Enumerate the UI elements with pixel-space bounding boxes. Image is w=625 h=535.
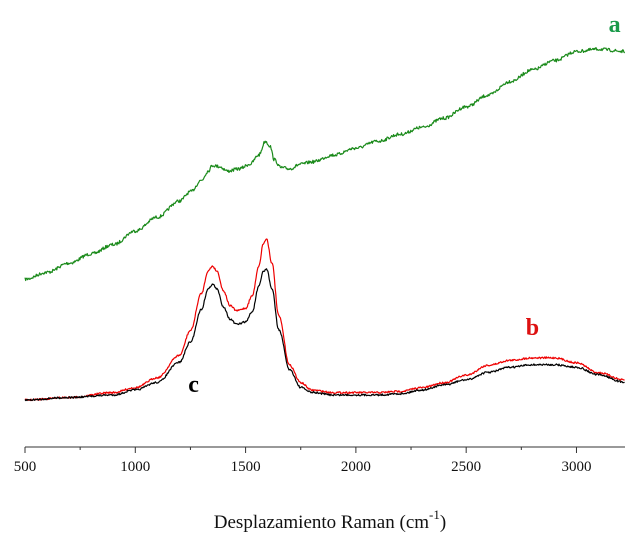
series-labels: a b c [188, 12, 620, 398]
x-axis-ticks: 500 1000 1500 2000 2500 3000 [14, 447, 591, 475]
x-tick-label: 3000 [561, 459, 591, 475]
x-axis-title: Desplazamiento Raman (cm-1) [214, 507, 446, 533]
x-tick-label: 500 [14, 459, 37, 475]
series-label-a: a [609, 12, 621, 38]
series-layer [24, 47, 625, 402]
x-tick-label: 1500 [231, 459, 261, 475]
series-label-b: b [526, 315, 539, 341]
series-line-b [24, 238, 625, 402]
x-axis-title-suffix: ) [440, 512, 446, 533]
series-label-c: c [188, 372, 199, 398]
series-line-c [24, 268, 625, 402]
x-axis-title-superscript: -1 [429, 507, 440, 522]
x-tick-label: 2500 [451, 459, 481, 475]
x-axis-title-main: Desplazamiento Raman (cm [214, 512, 429, 533]
series-line-a [24, 47, 625, 282]
x-tick-label: 1000 [120, 459, 150, 475]
x-tick-label: 2000 [341, 459, 371, 475]
